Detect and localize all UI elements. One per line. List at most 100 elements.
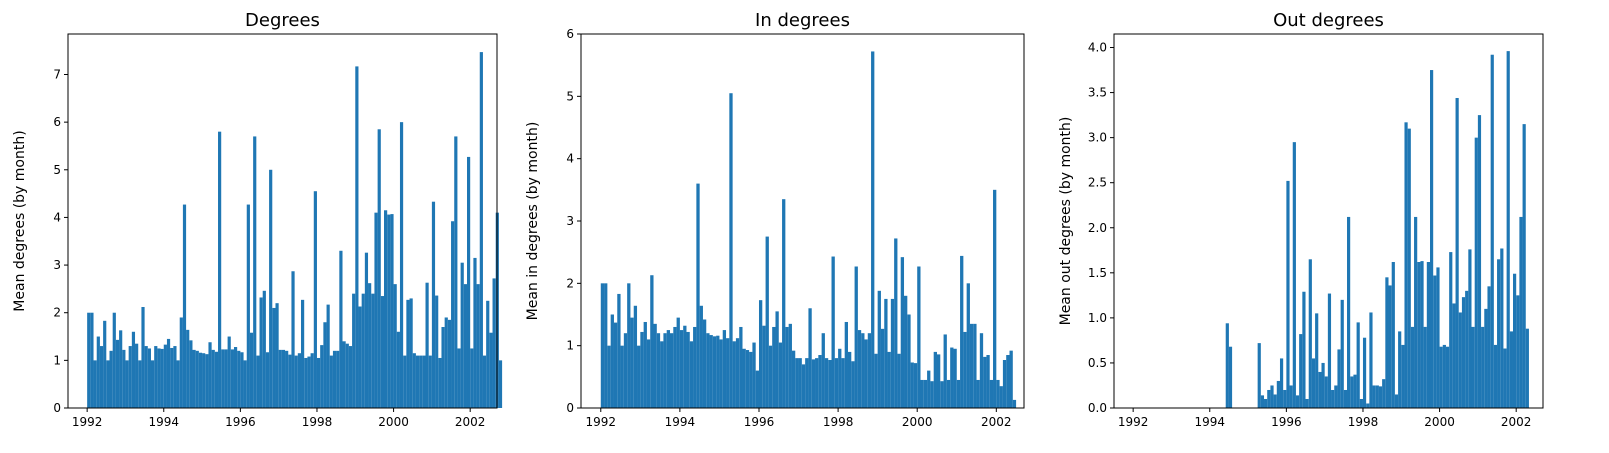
bar: 1.3 [173,346,177,408]
bar: 0.85 [986,355,990,408]
bar: 0.7 [1401,344,1405,408]
bar: 1 [620,345,624,408]
bar: 2.44 [960,255,964,408]
bar: 6 [399,122,404,408]
bar: 1.3 [739,326,743,408]
bar: 0.8 [824,358,829,408]
bar: 1.5 [610,314,614,408]
chart-title: Out degrees [1273,10,1384,31]
plot-frame [1113,33,1544,409]
y-axis-label: Mean in degrees (by month) [525,122,541,321]
bar: 0.45 [920,379,924,408]
y-tick-label: 2 [53,306,61,320]
y-tick-label: 5 [53,163,61,177]
bar: 2.27 [854,266,858,408]
bar: 1.06 [1458,312,1462,408]
bar: 1 [106,360,110,408]
x-tick-label: 2002 [981,415,1012,429]
bar: 1.1 [1484,308,1488,408]
bar: 7.17 [355,66,359,409]
bar: 0.9 [847,351,852,408]
bar: 1.22 [122,349,126,408]
bar: 1.18 [943,334,947,408]
bar: 0.25 [1334,385,1338,408]
bar: 0.65 [1337,349,1341,408]
bar: 1.23 [1461,297,1466,408]
bar: 0.43 [930,381,934,408]
bar: 1.15 [297,353,302,408]
x-tick-label: 2000 [378,415,409,429]
bar: 1.05 [438,357,442,408]
bar: 1.25 [147,348,151,408]
bar: 2.4 [361,293,365,408]
bar: 1.62 [1426,262,1430,408]
bar: 1.2 [867,333,872,408]
bar: 1.1 [646,339,651,408]
bar: 1.05 [752,342,756,408]
bar: 2.13 [358,306,362,408]
bar: 1.3 [772,326,776,408]
bar: 1.62 [1391,262,1395,408]
bar: 1.76 [1468,249,1472,408]
bar: 1.1 [482,355,487,408]
bar: 1.25 [157,348,161,408]
bar: 1.2 [670,333,674,408]
bar: 1 [138,360,142,408]
bar: 1.58 [249,332,254,408]
bar: 1.9 [179,317,183,408]
bar: 1.16 [1452,303,1456,408]
bar: 2.46 [262,290,266,408]
bar: 0.72 [913,363,918,408]
bar: 2.42 [900,257,905,408]
bar: 0.82 [983,356,987,408]
bar: 1.2 [623,333,628,408]
bar: 2 [112,312,116,408]
bars: 2211.51.371.8311.221.451.6411.221.381.12… [600,51,1017,408]
bar: 3.6 [696,183,700,408]
bar: 1.3 [144,346,148,408]
bar: 1.37 [613,322,618,408]
x-tick-label: 1996 [744,415,775,429]
bar: 0.9 [1471,326,1475,408]
bar: 1.18 [214,351,219,408]
bar: 2.27 [917,266,921,408]
bar: 5.27 [467,156,471,408]
bar: 1.73 [1449,252,1453,408]
x-tick-label: 1994 [665,415,696,429]
bar: 0.45 [976,379,980,408]
bar: 2.25 [486,300,490,408]
bar: 1.1 [419,355,423,408]
bar: 5.7 [253,136,257,408]
y-tick-label: 0 [53,401,61,415]
bar: 1.25 [457,348,461,408]
bar: 1.16 [198,352,203,408]
bar: 1.2 [285,350,289,408]
bar: 1 [243,360,247,408]
bar: 1.88 [877,290,881,408]
bar: 0.77 [1002,360,1007,408]
bar: 1.45 [1385,277,1389,408]
bar: 0.78 [1362,337,1367,408]
bar: 1.85 [447,319,452,408]
bar: 1.1 [719,339,723,408]
bar: 0.9 [887,351,891,408]
bar: 1.2 [1340,299,1344,408]
bar: 0.55 [1311,358,1316,408]
bar: 2 [604,283,608,408]
bar: 0.25 [1375,385,1379,408]
y-axis-label: Mean out degrees (by month) [1058,117,1074,326]
bar: 4.27 [182,204,187,408]
bar: 1.2 [195,350,199,408]
bar: 1.45 [166,338,171,408]
bar: 3.44 [1455,97,1459,409]
bar: 0.9 [1410,326,1415,408]
y-tick-label: 5 [566,89,574,103]
bar: 0.2 [1267,389,1271,408]
bar: 0.45 [996,379,1000,408]
bar: 0.77 [828,360,832,408]
bar: 1.7 [441,327,445,408]
bar: 1.4 [342,341,346,408]
bar: 0.2 [1343,389,1348,408]
y-axis-label: Mean degrees (by month) [12,130,28,311]
